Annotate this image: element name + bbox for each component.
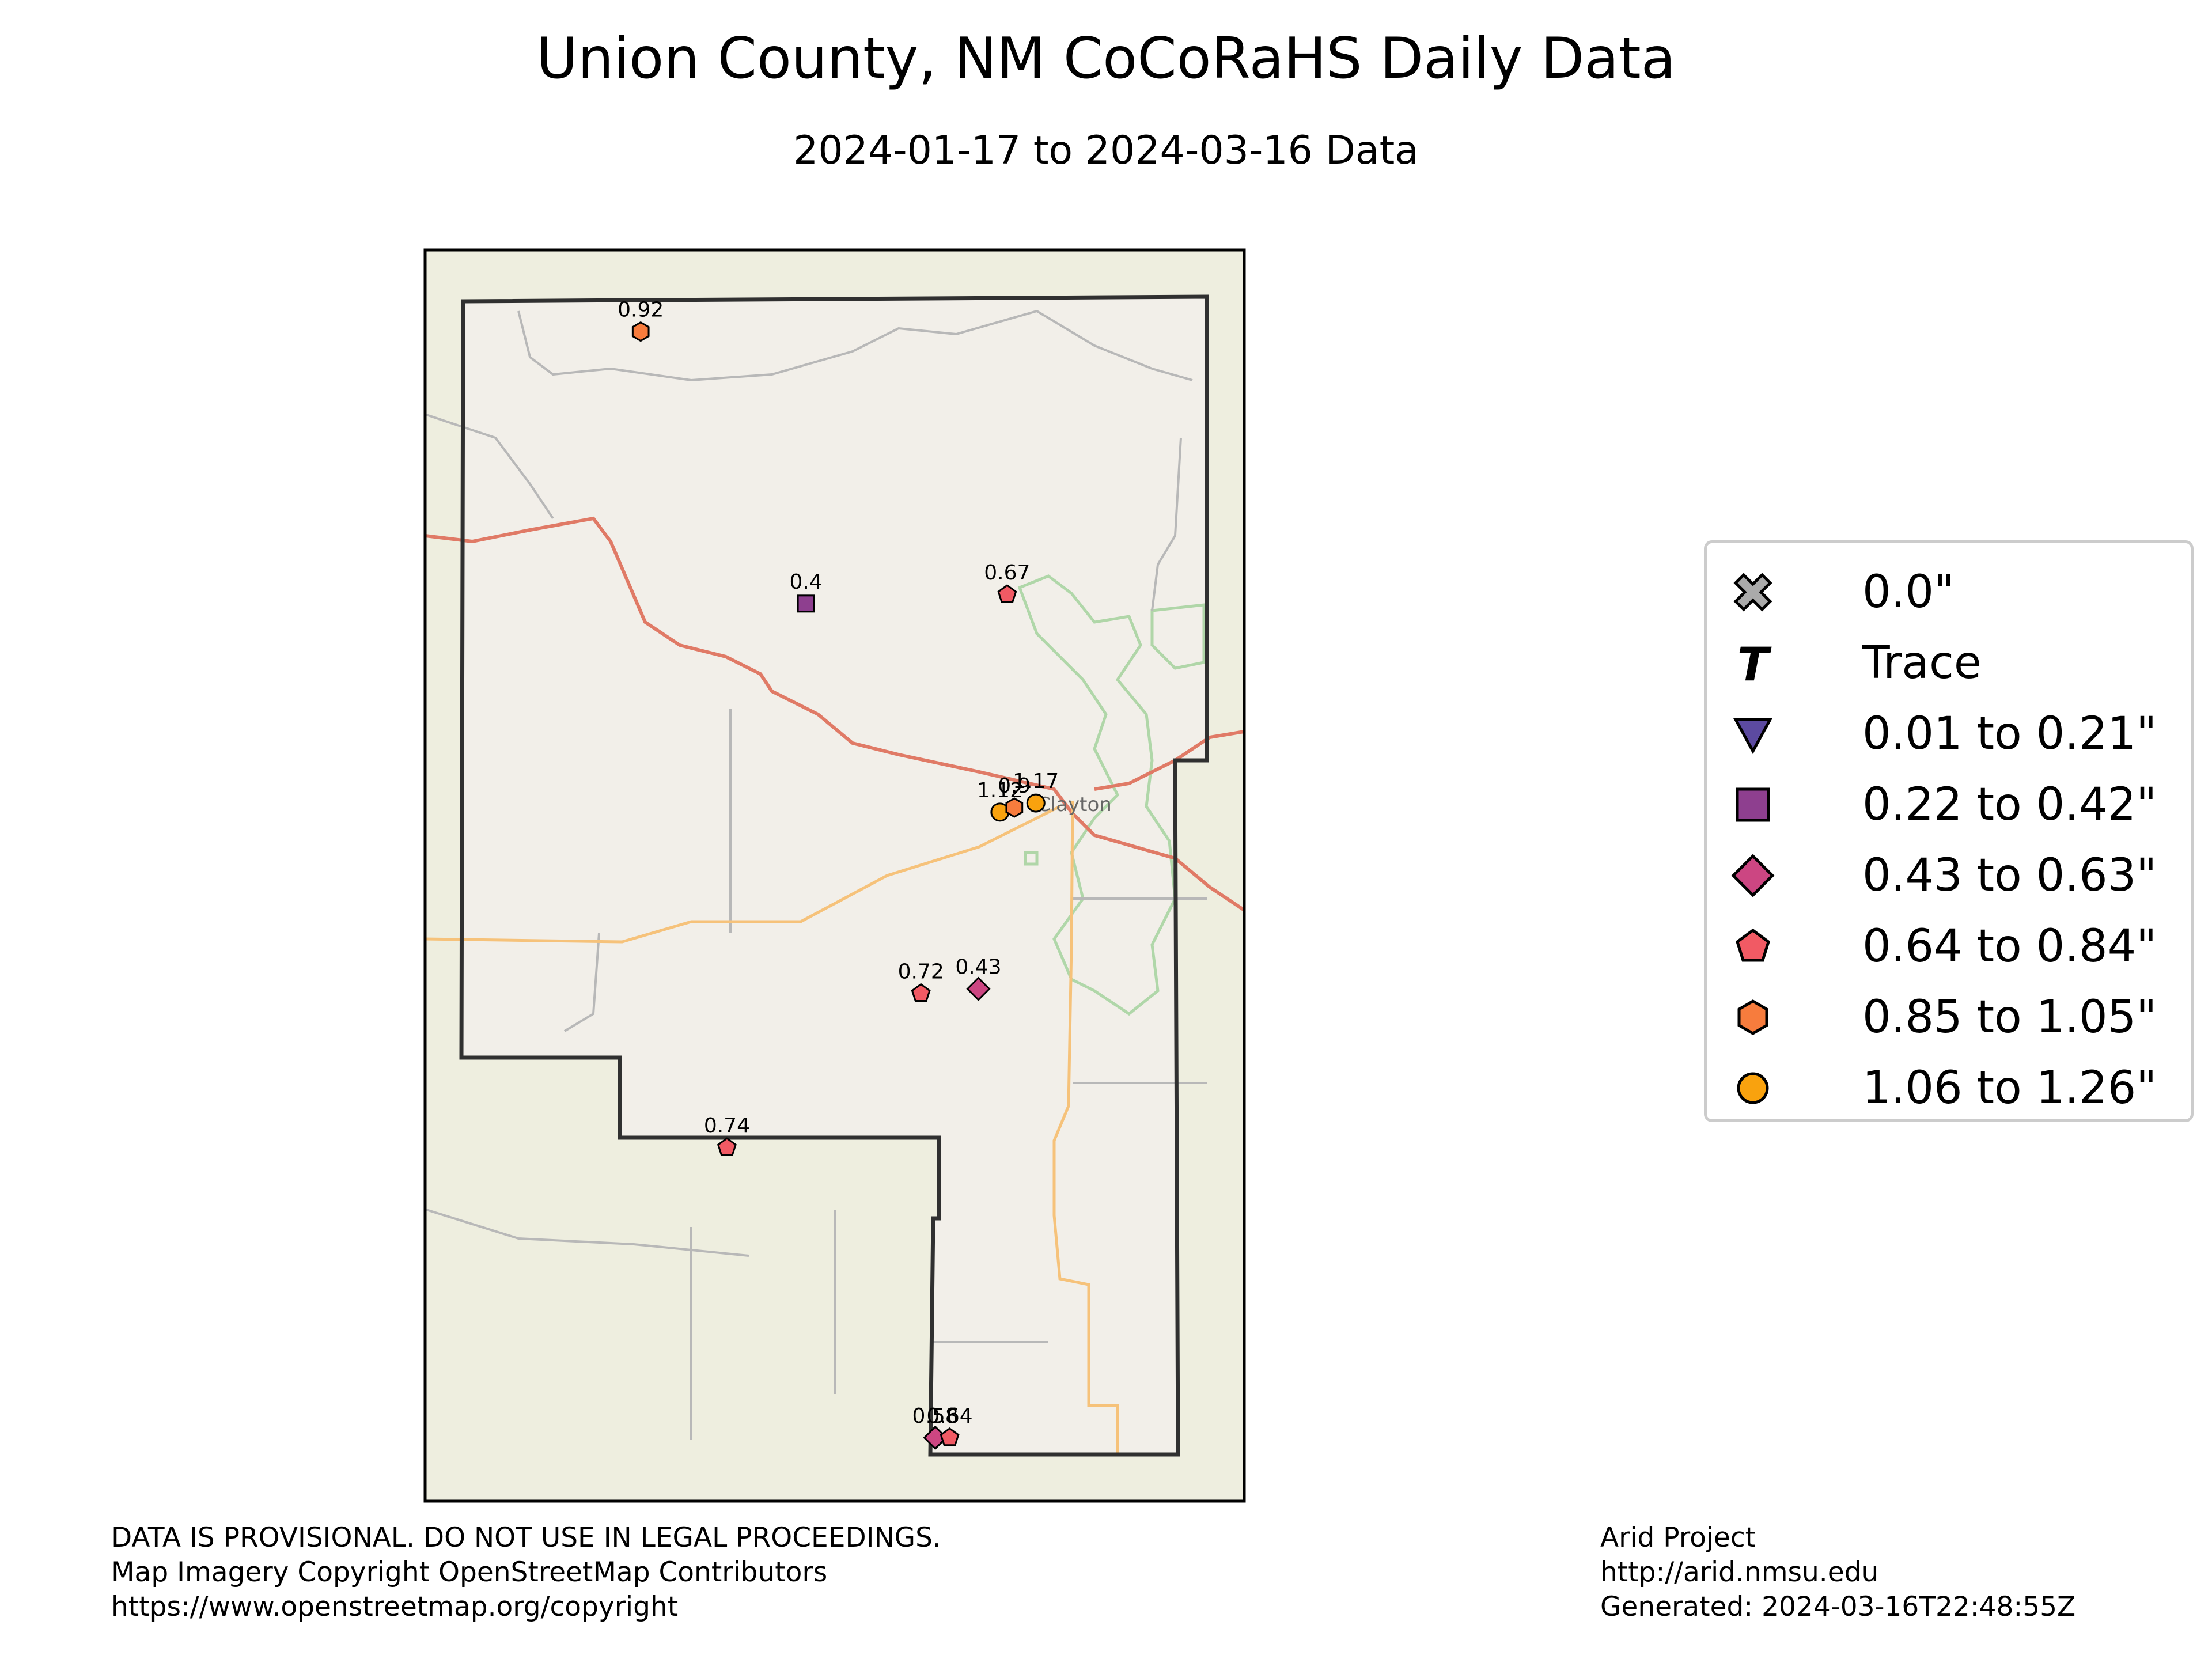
legend: 0.0" T Trace 0.01 to 0.21" 0.22 to 0.42"… bbox=[1704, 540, 2194, 1122]
legend-label: 0.85 to 1.05" bbox=[1862, 991, 2157, 1043]
footer-credits: Arid Project http://arid.nmsu.edu Genera… bbox=[1600, 1521, 2075, 1624]
legend-label: 0.22 to 0.42" bbox=[1862, 779, 2157, 831]
station-value-label: 0.4 bbox=[789, 570, 822, 594]
map-frame bbox=[423, 248, 1246, 1503]
diamond-marker-icon bbox=[1731, 854, 1775, 897]
station-value-label: 0.64 bbox=[927, 1404, 973, 1428]
station-value-label: 0.43 bbox=[955, 956, 1001, 979]
station-value-label: 0.67 bbox=[984, 561, 1030, 585]
pentagon-marker-icon bbox=[1736, 928, 1770, 962]
station-value-label: 0.74 bbox=[704, 1114, 750, 1138]
svg-text:T: T bbox=[1737, 638, 1772, 691]
basemap bbox=[425, 250, 1244, 1501]
footer-line: Generated: 2024-03-16T22:48:55Z bbox=[1600, 1591, 2076, 1623]
footer-line: Map Imagery Copyright OpenStreetMap Cont… bbox=[111, 1556, 828, 1588]
triangle-down-marker-icon bbox=[1733, 718, 1773, 755]
legend-item-zero: 0.0" bbox=[1707, 558, 2191, 627]
trace-t-icon: T bbox=[1737, 638, 1772, 691]
county-outline bbox=[459, 294, 1209, 1457]
footer-disclaimer: DATA IS PROVISIONAL. DO NOT USE IN LEGAL… bbox=[111, 1521, 941, 1624]
station-markers: 0.920.4 0.671.120.91.170.72 0.430.740.580.… bbox=[618, 298, 1059, 1450]
place-label-clayton: Clayton bbox=[1037, 793, 1112, 816]
legend-label: 0.01 to 0.21" bbox=[1862, 708, 2157, 760]
grassland-areas bbox=[1017, 574, 1206, 1016]
legend-item-1-06-to-1-26: 1.06 to 1.26" bbox=[1707, 1054, 2191, 1123]
station-marker bbox=[1005, 797, 1024, 818]
footer-line: http://arid.nmsu.edu bbox=[1600, 1556, 1879, 1588]
legend-item-0-64-to-0-84: 0.64 to 0.84" bbox=[1707, 912, 2191, 981]
legend-item-trace: T Trace bbox=[1707, 628, 2191, 698]
square-marker-icon bbox=[1736, 787, 1770, 822]
legend-label: 0.0" bbox=[1862, 566, 1955, 618]
legend-item-0-22-to-0-42: 0.22 to 0.42" bbox=[1707, 770, 2191, 839]
footer-line: https://www.openstreetmap.org/copyright bbox=[111, 1591, 679, 1623]
circle-marker-icon bbox=[1737, 1072, 1769, 1104]
station-marker bbox=[631, 321, 650, 342]
chart-subtitle: 2024-01-17 to 2024-03-16 Data bbox=[793, 128, 1419, 173]
chart-title: Union County, NM CoCoRaHS Daily Data bbox=[536, 26, 1676, 92]
legend-label: 1.06 to 1.26" bbox=[1862, 1062, 2157, 1114]
station-marker bbox=[966, 976, 991, 1001]
hexagon-marker-icon bbox=[1737, 999, 1768, 1035]
footer-line: DATA IS PROVISIONAL. DO NOT USE IN LEGAL… bbox=[111, 1522, 941, 1554]
legend-label: 0.64 to 0.84" bbox=[1862, 921, 2157, 972]
station-value-label: 0.92 bbox=[618, 298, 664, 322]
footer-line: Arid Project bbox=[1600, 1522, 1756, 1554]
highway-red bbox=[425, 516, 1244, 912]
station-marker bbox=[940, 1427, 960, 1446]
station-marker bbox=[797, 594, 815, 613]
legend-label: Trace bbox=[1862, 637, 1982, 689]
legend-item-0-01-to-0-21: 0.01 to 0.21" bbox=[1707, 699, 2191, 768]
station-value-label: 1.17 bbox=[1013, 770, 1059, 793]
station-value-label: 0.9 bbox=[998, 774, 1031, 798]
station-marker bbox=[997, 584, 1017, 603]
station-marker bbox=[1026, 793, 1046, 813]
legend-label: 0.43 to 0.63" bbox=[1862, 850, 2157, 902]
legend-item-0-85-to-1-05: 0.85 to 1.05" bbox=[1707, 983, 2191, 1052]
legend-item-0-43-to-0-63: 0.43 to 0.63" bbox=[1707, 841, 2191, 910]
station-marker bbox=[911, 983, 931, 1002]
x-marker-icon bbox=[1733, 573, 1772, 612]
station-marker bbox=[717, 1137, 737, 1156]
minor-roads bbox=[426, 309, 1207, 1440]
station-value-label: 0.58 bbox=[912, 1404, 959, 1428]
station-value-label: 0.72 bbox=[898, 960, 944, 984]
highways-orange bbox=[425, 800, 1119, 1455]
